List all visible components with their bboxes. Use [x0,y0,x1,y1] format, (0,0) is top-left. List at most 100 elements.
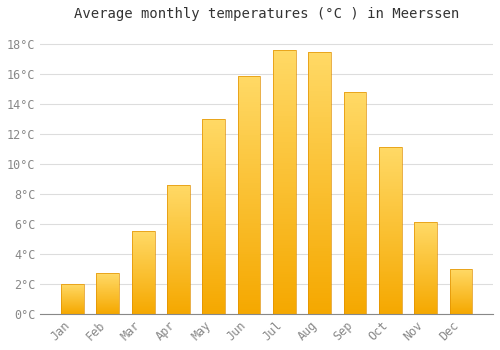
Bar [344,281,366,283]
Bar [167,191,190,193]
Bar [202,158,225,160]
Bar [202,257,225,259]
Bar [132,301,154,302]
Bar [414,262,437,263]
Bar [308,230,331,232]
Bar [308,130,331,133]
Bar [344,212,366,214]
Bar [450,283,472,284]
Bar [132,303,154,304]
Bar [273,266,296,269]
Bar [379,201,402,202]
Bar [202,177,225,180]
Bar [238,197,260,199]
Bar [414,306,437,307]
Bar [132,302,154,303]
Bar [414,247,437,248]
Bar [96,302,119,303]
Bar [273,214,296,216]
Bar [167,195,190,197]
Bar [132,299,154,300]
Bar [308,232,331,235]
Bar [273,166,296,169]
Bar [202,131,225,133]
Bar [450,270,472,271]
Bar [379,272,402,274]
Bar [273,187,296,190]
Bar [167,207,190,208]
Bar [238,302,260,304]
Bar [308,206,331,209]
Bar [132,239,154,240]
Bar [202,170,225,172]
Bar [379,151,402,153]
Bar [273,206,296,208]
Bar [308,301,331,303]
Bar [238,156,260,159]
Bar [414,263,437,264]
Bar [238,290,260,293]
Bar [414,299,437,300]
Bar [202,215,225,216]
Bar [238,161,260,164]
Bar [450,305,472,306]
Bar [132,280,154,281]
Bar [167,237,190,238]
Bar [132,241,154,242]
Bar [379,310,402,312]
Bar [379,256,402,257]
Bar [167,242,190,243]
Bar [167,299,190,300]
Bar [308,128,331,130]
Bar [273,84,296,87]
Bar [308,227,331,230]
Bar [344,298,366,301]
Bar [379,259,402,261]
Bar [414,273,437,274]
Bar [414,275,437,276]
Bar [202,259,225,261]
Bar [344,105,366,107]
Bar [414,285,437,286]
Bar [379,277,402,279]
Bar [308,144,331,146]
Bar [379,169,402,171]
Bar [273,177,296,179]
Bar [308,222,331,225]
Bar [167,253,190,254]
Bar [167,252,190,253]
Bar [308,219,331,222]
Bar [379,156,402,158]
Bar [308,91,331,93]
Bar [344,103,366,105]
Bar [96,304,119,305]
Bar [202,287,225,288]
Bar [167,215,190,216]
Bar [308,149,331,151]
Bar [273,219,296,222]
Bar [238,90,260,92]
Bar [238,149,260,152]
Title: Average monthly temperatures (°C ) in Meerssen: Average monthly temperatures (°C ) in Me… [74,7,460,21]
Bar [379,153,402,154]
Bar [96,277,119,278]
Bar [202,236,225,238]
Bar [308,186,331,188]
Bar [96,275,119,276]
Bar [202,174,225,175]
Bar [308,99,331,101]
Bar [238,83,260,85]
Bar [414,266,437,267]
Bar [344,127,366,130]
Bar [167,250,190,251]
Bar [308,156,331,159]
Bar [132,286,154,287]
Bar [450,295,472,296]
Bar [167,307,190,309]
Bar [379,189,402,191]
Bar [167,313,190,314]
Bar [238,304,260,307]
Bar [167,222,190,224]
Bar [308,248,331,251]
Bar [308,96,331,99]
